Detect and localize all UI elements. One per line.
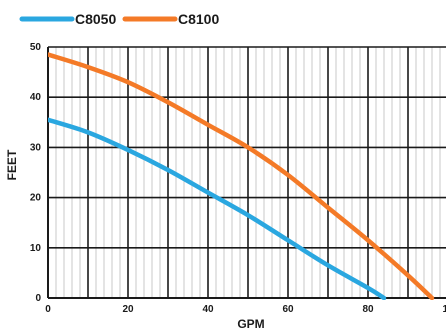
y-tick-label: 10 bbox=[30, 243, 42, 254]
labels-layer: GPM FEET bbox=[5, 149, 265, 331]
x-tick-label: 80 bbox=[362, 304, 374, 315]
x-tick-label: 40 bbox=[202, 304, 214, 315]
series-layer bbox=[48, 52, 435, 300]
y-axis-title: FEET bbox=[5, 149, 19, 180]
legend: C8050 C8100 bbox=[19, 11, 219, 27]
y-tick-label: 40 bbox=[30, 92, 42, 103]
series-line-c8050 bbox=[48, 117, 387, 300]
series-line-c8100 bbox=[48, 52, 435, 300]
legend-label-c8050: C8050 bbox=[75, 11, 116, 27]
x-tick-label: 10 bbox=[442, 304, 446, 315]
x-axis-title: GPM bbox=[237, 317, 264, 331]
x-tick-label: 0 bbox=[45, 304, 51, 315]
axes-layer: 0204060801001020304050 bbox=[30, 42, 446, 315]
grid-layer bbox=[48, 46, 446, 298]
legend-label-c8100: C8100 bbox=[178, 11, 219, 27]
x-tick-label: 60 bbox=[282, 304, 294, 315]
y-tick-label: 30 bbox=[30, 142, 42, 153]
y-tick-label: 20 bbox=[30, 193, 42, 204]
x-tick-label: 20 bbox=[122, 304, 134, 315]
plot-background bbox=[48, 47, 446, 298]
y-tick-label: 0 bbox=[35, 293, 41, 304]
y-tick-label: 50 bbox=[30, 42, 42, 53]
